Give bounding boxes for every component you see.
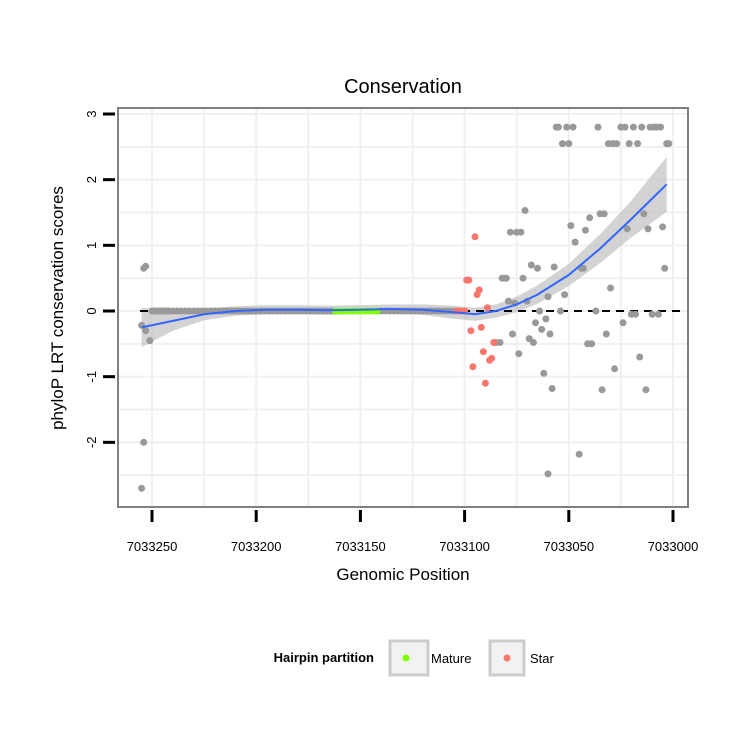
data-point-other <box>563 124 570 131</box>
data-point-other <box>509 331 516 338</box>
x-axis-title: Genomic Position <box>336 565 469 584</box>
data-point-other <box>567 222 574 229</box>
legend-title: Hairpin partition <box>274 650 374 665</box>
data-point-other <box>522 207 529 214</box>
y-tick-label: 2 <box>84 176 99 183</box>
data-point-other <box>549 385 556 392</box>
data-point-star <box>476 287 483 294</box>
chart-title: Conservation <box>344 76 462 98</box>
data-point-other <box>555 124 562 131</box>
x-tick-label: 7033150 <box>335 539 386 554</box>
data-point-other <box>588 340 595 347</box>
data-point-other <box>547 331 554 338</box>
legend-key-mature <box>403 655 410 662</box>
data-point-other <box>565 140 572 147</box>
data-point-star <box>488 355 495 362</box>
x-tick-label: 7033200 <box>231 539 282 554</box>
data-point-other <box>551 264 558 271</box>
legend-key-star <box>504 655 511 662</box>
data-point-other <box>630 124 637 131</box>
data-point-other <box>599 386 606 393</box>
data-point-other <box>545 470 552 477</box>
data-point-star <box>478 324 485 331</box>
data-point-other <box>665 140 672 147</box>
data-point-other <box>640 210 647 217</box>
data-point-other <box>638 124 645 131</box>
data-point-star <box>469 363 476 370</box>
data-point-other <box>505 298 512 305</box>
data-point-other <box>142 263 149 270</box>
data-point-star <box>472 233 479 240</box>
data-point-other <box>503 275 510 282</box>
y-axis-title: phyloP LRT conservation scores <box>48 186 67 430</box>
y-tick-label: -2 <box>84 437 99 449</box>
data-point-other <box>582 227 589 234</box>
data-point-other <box>557 308 564 315</box>
data-point-other <box>659 223 666 230</box>
x-tick-label: 7033000 <box>648 539 699 554</box>
data-point-star <box>482 380 489 387</box>
data-point-other <box>620 319 627 326</box>
data-point-other <box>146 337 153 344</box>
data-point-other <box>140 439 147 446</box>
y-tick-label: 1 <box>84 242 99 249</box>
data-point-other <box>507 229 514 236</box>
data-point-other <box>520 275 527 282</box>
data-point-star <box>480 348 487 355</box>
x-tick-label: 7033100 <box>439 539 490 554</box>
y-tick-label: 3 <box>84 110 99 117</box>
data-point-other <box>538 326 545 333</box>
data-point-other <box>632 311 639 318</box>
data-point-other <box>142 327 149 334</box>
data-point-other <box>586 214 593 221</box>
data-point-other <box>634 140 641 147</box>
data-point-other <box>517 229 524 236</box>
data-point-star <box>465 277 472 284</box>
data-point-other <box>645 225 652 232</box>
data-point-other <box>607 285 614 292</box>
data-point-other <box>613 140 620 147</box>
x-tick-label: 7033250 <box>127 539 178 554</box>
data-point-other <box>545 293 552 300</box>
x-tick-label: 7033050 <box>543 539 594 554</box>
data-point-other <box>626 140 633 147</box>
data-point-other <box>534 265 541 272</box>
data-point-other <box>595 124 602 131</box>
legend-label-star: Star <box>530 651 555 666</box>
data-point-other <box>655 311 662 318</box>
data-point-other <box>540 370 547 377</box>
data-point-other <box>611 365 618 372</box>
data-point-other <box>536 308 543 315</box>
data-point-other <box>532 319 539 326</box>
data-point-other <box>528 262 535 269</box>
data-point-other <box>601 210 608 217</box>
data-point-other <box>572 239 579 246</box>
data-point-other <box>559 140 566 147</box>
data-point-other <box>649 311 656 318</box>
data-point-other <box>576 451 583 458</box>
y-tick-label: 0 <box>84 307 99 314</box>
data-point-other <box>657 124 664 131</box>
data-point-other <box>642 386 649 393</box>
data-point-star <box>484 304 491 311</box>
legend: Hairpin partition Mature Star <box>274 641 555 675</box>
data-point-other <box>515 350 522 357</box>
data-point-other <box>603 331 610 338</box>
conservation-chart: Conservation 7033250 7033200 7033150 703310… <box>0 0 750 750</box>
data-point-other <box>592 308 599 315</box>
data-point-other <box>570 124 577 131</box>
data-point-other <box>622 124 629 131</box>
data-point-other <box>561 291 568 298</box>
y-tick-label: -1 <box>84 371 99 383</box>
data-point-other <box>138 485 145 492</box>
data-point-other <box>530 339 537 346</box>
data-point-star <box>490 339 497 346</box>
data-point-other <box>542 315 549 322</box>
data-point-other <box>661 265 668 272</box>
data-point-other <box>497 339 504 346</box>
legend-label-mature: Mature <box>431 651 471 666</box>
data-point-other <box>636 354 643 361</box>
data-point-star <box>467 327 474 334</box>
